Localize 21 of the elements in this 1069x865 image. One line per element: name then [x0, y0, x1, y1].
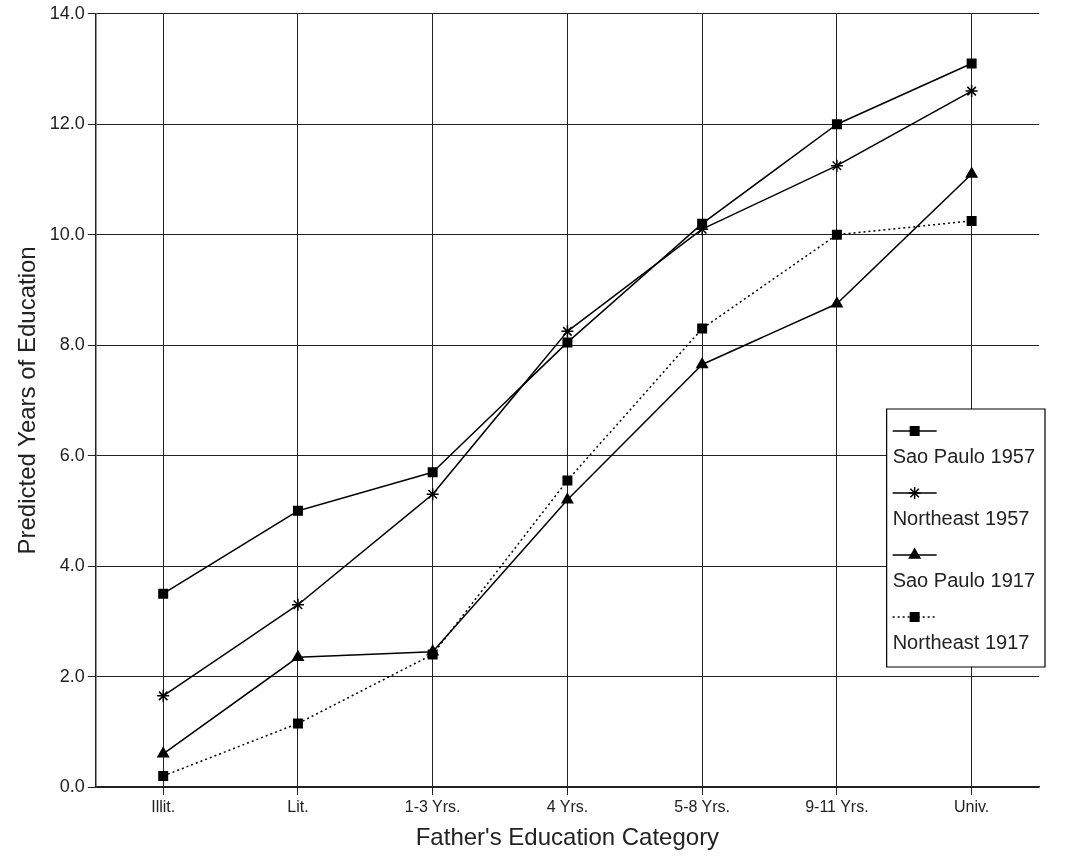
y-tick-label: 14.0 [49, 2, 85, 23]
x-axis-title: Father's Education Category [415, 823, 720, 851]
legend-label: Northeast 1957 [892, 506, 1030, 529]
y-tick-label: 10.0 [49, 223, 85, 244]
x-tick-label: 1-3 Yrs. [404, 798, 461, 816]
y-tick-label: 0.0 [59, 775, 85, 796]
y-tick-label: 12.0 [49, 113, 85, 134]
y-tick-label: 4.0 [59, 555, 85, 576]
y-tick-label: 2.0 [59, 665, 85, 686]
y-tick-label: 8.0 [59, 334, 85, 355]
x-tick-label: Univ. [954, 798, 990, 816]
x-tick-label: 4 Yrs. [546, 798, 589, 816]
x-tick-label: Illit. [151, 798, 176, 816]
y-axis-title: Predicted Years of Education [13, 246, 41, 555]
x-tick-label: 5-8 Yrs. [674, 798, 731, 816]
x-tick-label: Lit. [287, 798, 309, 816]
legend-label: Northeast 1917 [892, 630, 1030, 653]
legend-label: Sao Paulo 1957 [892, 444, 1035, 467]
legend-label: Sao Paulo 1917 [892, 568, 1035, 591]
x-tick-label: 9-11 Yrs. [805, 798, 869, 816]
y-tick-label: 6.0 [59, 444, 85, 465]
